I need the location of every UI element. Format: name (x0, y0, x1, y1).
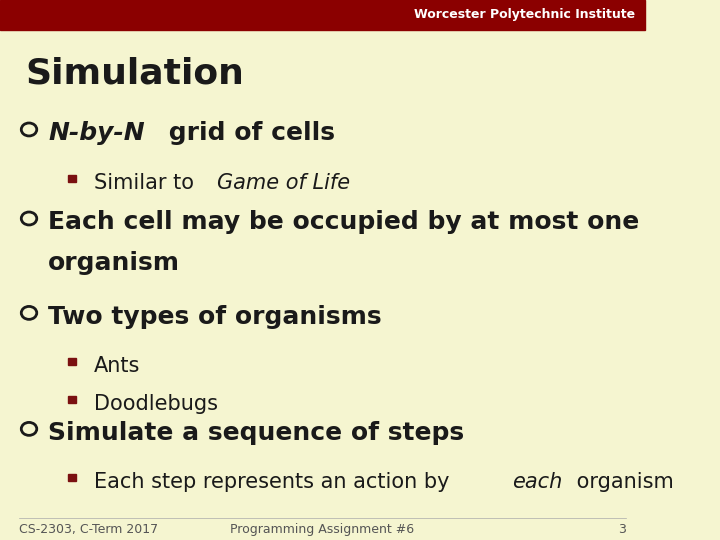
Text: organism: organism (48, 251, 181, 275)
Text: N-by-N: N-by-N (48, 122, 145, 145)
Text: Each cell may be occupied by at most one: Each cell may be occupied by at most one (48, 211, 639, 234)
Text: Each step represents an action by: Each step represents an action by (94, 472, 456, 492)
Text: CS-2303, C-Term 2017: CS-2303, C-Term 2017 (19, 523, 158, 536)
Bar (68, 174, 76, 181)
Text: organism: organism (570, 472, 674, 492)
Text: Similar to: Similar to (94, 173, 200, 193)
Text: Two types of organisms: Two types of organisms (48, 305, 382, 329)
Bar (68, 474, 76, 481)
Text: Worcester Polytechnic Institute: Worcester Polytechnic Institute (414, 8, 635, 22)
Text: each: each (512, 472, 562, 492)
Bar (68, 396, 76, 403)
Text: Simulate a sequence of steps: Simulate a sequence of steps (48, 421, 464, 445)
Text: Programming Assignment #6: Programming Assignment #6 (230, 523, 415, 536)
Text: Simulation: Simulation (26, 57, 245, 91)
Text: grid of cells: grid of cells (160, 122, 335, 145)
Text: 3: 3 (618, 523, 626, 536)
Text: Ants: Ants (94, 356, 140, 376)
Bar (68, 358, 76, 365)
Bar (0, 0, 645, 30)
Text: Game of Life: Game of Life (217, 173, 350, 193)
Text: Doodlebugs: Doodlebugs (94, 394, 217, 414)
